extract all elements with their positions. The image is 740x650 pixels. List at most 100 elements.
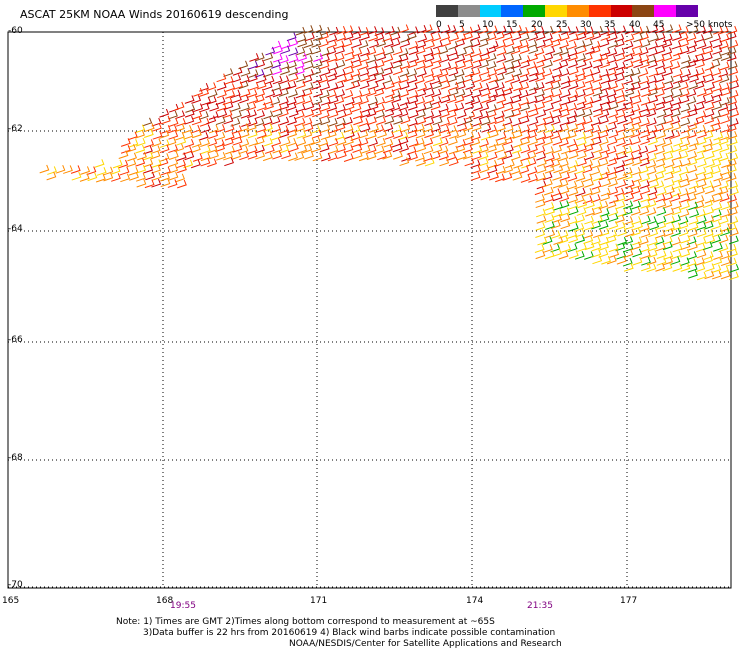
wind-barb [471,165,481,175]
wind-barb [358,118,369,127]
wind-barb [144,139,154,148]
wind-barb [598,249,609,258]
wind-barb [704,270,715,280]
wind-barb [703,131,714,140]
wind-barb [575,40,586,49]
wind-barb [326,129,337,139]
wind-barb [646,256,657,266]
wind-barb [70,165,81,174]
wind-barb [423,60,434,69]
wind-barb [520,131,531,140]
wind-barb [710,117,721,127]
wind-barb [55,164,66,174]
wind-barb [624,68,635,78]
wind-barb [544,202,555,211]
wind-barb [374,59,385,69]
wind-barb [647,87,658,97]
wind-barb [303,123,314,132]
wind-barb [487,25,498,35]
wind-barb [302,47,313,57]
wind-barb [670,108,681,118]
wind-barb [472,74,482,84]
wind-barb [503,103,514,112]
wind-barb [592,87,603,97]
wind-barb [688,201,699,211]
wind-barb [600,187,611,197]
wind-barb [262,81,273,91]
wind-barb [552,109,562,119]
wind-barb [686,59,697,69]
wind-barb [182,146,193,155]
wind-barb [615,61,626,71]
wind-barb [670,61,681,70]
wind-barb [497,66,507,76]
wind-barb [544,194,554,203]
wind-barb [473,110,483,120]
wind-barb [480,171,491,181]
wind-barb [384,108,395,118]
wind-barb [432,144,443,154]
wind-barb [630,207,641,216]
wind-barb [614,90,625,99]
wind-barb [416,68,427,78]
wind-barb [614,83,625,92]
wind-barb [543,82,554,91]
wind-barb [584,251,594,260]
wind-barb [191,95,202,104]
wind-barb [647,186,658,196]
wind-barb [175,110,185,120]
wind-barb [655,81,666,91]
wind-barb [686,258,697,267]
wind-barb [536,208,546,218]
wind-barb [423,123,434,133]
wind-barb [439,109,450,118]
wind-barb [398,136,409,146]
wind-barb [247,117,258,127]
wind-barb [246,122,257,132]
wind-barb [201,124,211,134]
wind-barb [703,221,714,230]
wind-barb [711,123,721,132]
wind-barb [351,138,362,148]
wind-barb [631,241,642,251]
wind-barb [630,67,641,77]
wind-barb [664,186,675,195]
wind-barb [462,115,473,125]
wind-barb [368,81,379,90]
legend-label-10: 10 [482,20,494,30]
wind-barb [519,45,530,55]
wind-barb [711,235,722,244]
wind-barb [703,166,714,176]
wind-barb [639,206,650,216]
wind-barb [334,40,345,50]
wind-barb [383,62,394,71]
wind-barb [617,236,628,246]
wind-barb [720,52,731,61]
wind-barb [582,116,593,125]
wind-barb [566,138,577,148]
wind-barb [558,230,569,239]
wind-barb [687,143,698,153]
wind-barb [576,45,587,55]
wind-barb [718,40,729,50]
wind-barb [239,138,250,148]
wind-barb [631,117,642,126]
wind-barb [472,118,482,127]
wind-barb [328,137,339,147]
wind-barb [241,118,251,127]
wind-barb [503,164,514,174]
wind-barb [193,103,204,113]
wind-barb [566,130,577,139]
wind-barb [584,123,595,133]
wind-barb [265,89,276,98]
wind-barb [223,101,234,111]
wind-barb [568,200,579,210]
wind-barb [337,74,347,84]
wind-barb [662,33,673,43]
wind-barb [375,82,386,92]
wind-barb [393,130,404,139]
wind-barb [712,39,723,49]
wind-barb [671,181,682,190]
wind-barb [695,75,706,85]
wind-barb [656,215,667,225]
